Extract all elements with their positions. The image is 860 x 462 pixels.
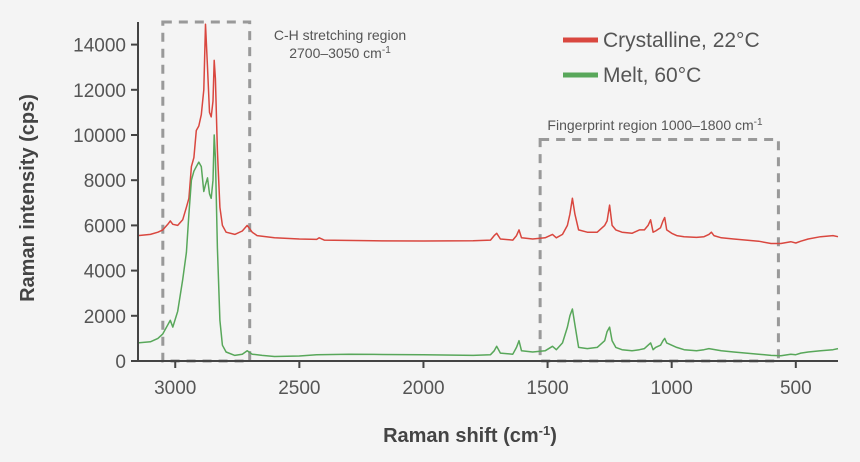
x-tick-label: 500 [780, 378, 812, 399]
series-line-crystalline [137, 23, 839, 245]
y-tick-label: 6000 [84, 216, 126, 237]
y-tick-label: 4000 [84, 262, 126, 283]
x-tick-label: 1000 [651, 378, 693, 399]
x-tick-label: 1500 [526, 378, 568, 399]
x-axis-title-sup: -1 [539, 423, 551, 438]
y-tick-label: 14000 [73, 36, 126, 57]
legend-label-crystalline: Crystalline, 22°C [603, 29, 760, 52]
x-tick-label: 3000 [154, 378, 196, 399]
ch-region-label-line1: C-H stretching region [274, 27, 406, 43]
fingerprint-region-label-sup: -1 [754, 117, 763, 128]
y-axis-title: Raman intensity (cps) [17, 94, 39, 302]
y-tick-label: 12000 [73, 81, 126, 102]
series-layer [137, 23, 839, 358]
ch-region-label-line2-main: 2700–3050 cm [289, 45, 382, 61]
fingerprint-region-label: Fingerprint region 1000–1800 cm-1 [547, 117, 763, 133]
y-tick-label: 8000 [84, 171, 126, 192]
y-tick-label: 2000 [84, 307, 126, 328]
legend-label-melt: Melt, 60°C [603, 64, 701, 87]
axes-layer: 0 2000 4000 6000 8000 10000 12000 14000 3000 2500… [73, 22, 838, 399]
series-line-melt [137, 134, 839, 358]
y-tick-label: 0 [115, 352, 126, 373]
ch-region-label-line2: 2700–3050 cm-1 [289, 45, 391, 61]
x-tick-label: 2500 [278, 378, 320, 399]
y-tick-label: 10000 [73, 126, 126, 147]
x-axis-title: Raman shift (cm-1) [383, 423, 557, 447]
x-axis-title-close: ) [550, 425, 557, 447]
x-tick-label: 2000 [402, 378, 444, 399]
ch-region-label-line2-sup: -1 [382, 45, 391, 56]
legend-layer: Crystalline, 22°C Melt, 60°C [563, 29, 760, 87]
x-axis-title-main: Raman shift (cm [383, 425, 539, 447]
fingerprint-region-label-main: Fingerprint region 1000–1800 cm [547, 117, 753, 133]
